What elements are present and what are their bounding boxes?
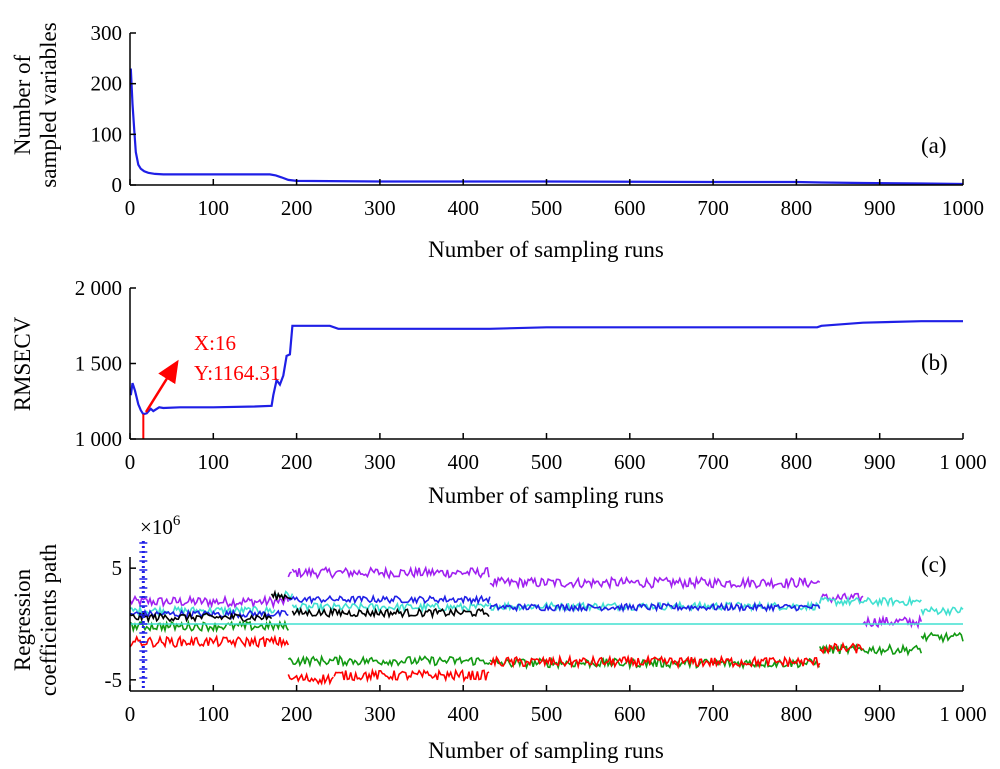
x-tick-label: 0	[125, 196, 136, 220]
x-tick-label: 1 000	[939, 702, 986, 726]
coefficient-path	[291, 600, 490, 614]
y-tick-label: 1 500	[75, 352, 122, 376]
coefficient-path	[920, 631, 964, 644]
coefficient-path	[818, 643, 923, 657]
x-tick-label: 800	[781, 450, 813, 474]
y-tick-label: 100	[91, 122, 123, 146]
panel-a-ylabel-line2: sampled variables	[36, 22, 61, 187]
x-tick-label: 800	[781, 196, 813, 220]
x-tick-label: 200	[281, 702, 313, 726]
coefficient-path	[287, 654, 491, 669]
y-tick-label: 300	[91, 21, 123, 45]
panel-a-ylabel-line1: Number of	[10, 55, 35, 156]
panel-b-series	[129, 320, 963, 439]
x-tick-label: 800	[781, 702, 813, 726]
x-tick-label: 900	[864, 450, 896, 474]
x-tick-label: 200	[281, 450, 313, 474]
panel-c-ylabel-line2: coefficients path	[36, 543, 61, 696]
panel-c-series	[129, 541, 964, 688]
panel-c-xlabel: Number of sampling runs	[428, 738, 664, 763]
x-tick-label: 700	[697, 702, 729, 726]
x-tick-label: 0	[125, 702, 136, 726]
coefficient-path	[129, 611, 273, 624]
panel-b-axes: 0 100 200 300 400 500 600 700 800 900 1 000 1 000 1 …	[75, 276, 987, 474]
x-tick-label: 100	[198, 702, 230, 726]
coefficient-path	[291, 565, 490, 580]
annotation-x-value: X:16	[194, 331, 236, 355]
x-tick-label: 400	[447, 450, 479, 474]
panel-a-axes: 0 100 200 300 400 500 600 700 800 900 1000 0 100 200 3…	[91, 21, 985, 220]
panel-a-xlabel: Number of sampling runs	[428, 237, 664, 262]
panel-b-ylabel: RMSECV	[10, 316, 35, 411]
x-tick-label: 0	[125, 450, 136, 474]
coefficient-path	[287, 671, 334, 686]
panel-a: 0 100 200 300 400 500 600 700 800 900 1000 0 100 200 3…	[10, 21, 984, 262]
panel-a-series	[129, 68, 964, 186]
x-tick-label: 700	[697, 196, 729, 220]
x-tick-label: 900	[864, 702, 896, 726]
coefficient-path	[862, 613, 923, 630]
coefficient-path	[819, 641, 864, 655]
annotation-arrow	[144, 359, 179, 413]
y-tick-label: 1 000	[75, 427, 122, 451]
coefficient-path	[129, 608, 289, 621]
panel-b-panel-label: (b)	[921, 350, 948, 375]
x-tick-label: 500	[531, 450, 563, 474]
coefficient-path	[287, 571, 293, 578]
panel-c-axes: 0 100 200 300 400 500 600 700 800 900 1 000 -5 5	[105, 556, 987, 726]
panel-a-panel-label: (a)	[921, 133, 947, 158]
x-tick-label: 400	[447, 196, 479, 220]
y-tick-label: -5	[105, 668, 123, 692]
coefficient-path	[489, 601, 821, 614]
y-tick-label: 2 000	[75, 276, 122, 300]
x-tick-label: 100	[198, 196, 230, 220]
x-tick-label: 700	[697, 450, 729, 474]
coefficient-path	[489, 575, 821, 591]
x-tick-label: 300	[364, 450, 396, 474]
coefficient-path	[920, 605, 964, 617]
x-tick-label: 200	[281, 196, 313, 220]
panel-c-panel-label: (c)	[921, 552, 947, 577]
coefficient-path	[818, 595, 922, 608]
x-tick-label: 100	[198, 450, 230, 474]
panel-c-multiplier-base: ×10	[140, 515, 173, 539]
coefficient-path	[489, 653, 821, 670]
x-tick-label: 600	[614, 450, 646, 474]
panel-c-multiplier: ×106	[140, 513, 181, 539]
panel-b-annotation: X:16 Y:1164.31	[144, 331, 281, 413]
x-tick-label: 1000	[942, 196, 984, 220]
x-tick-label: 400	[447, 702, 479, 726]
x-tick-label: 500	[531, 702, 563, 726]
coefficient-path	[287, 593, 491, 606]
annotation-y-value: Y:1164.31	[194, 361, 281, 385]
x-tick-label: 600	[614, 702, 646, 726]
x-tick-label: 300	[364, 702, 396, 726]
coefficient-path	[818, 592, 864, 606]
x-tick-label: 1 000	[939, 450, 986, 474]
coefficient-path	[129, 594, 290, 610]
coefficient-path	[291, 606, 490, 620]
panel-c: 0 100 200 300 400 500 600 700 800 900 1 000 -5 5 Reg…	[10, 513, 987, 763]
coefficient-path	[333, 667, 490, 684]
y-tick-label: 200	[91, 72, 123, 96]
coefficient-path	[129, 619, 289, 634]
y-tick-label: 5	[112, 556, 123, 580]
panel-c-multiplier-exp: 6	[173, 513, 181, 529]
x-tick-label: 300	[364, 196, 396, 220]
y-tick-label: 0	[112, 173, 123, 197]
x-tick-label: 500	[531, 196, 563, 220]
x-tick-label: 900	[864, 196, 896, 220]
x-tick-label: 600	[614, 196, 646, 220]
panel-c-ylabel-line1: Regression	[10, 568, 35, 671]
series-line	[129, 320, 963, 416]
panel-b-xlabel: Number of sampling runs	[428, 483, 664, 508]
coefficient-path	[129, 634, 290, 649]
coefficient-path	[270, 589, 292, 602]
panel-b: 0 100 200 300 400 500 600 700 800 900 1 000 1 000 1 …	[10, 276, 987, 508]
coefficient-path	[489, 656, 820, 671]
series-line	[129, 68, 964, 186]
